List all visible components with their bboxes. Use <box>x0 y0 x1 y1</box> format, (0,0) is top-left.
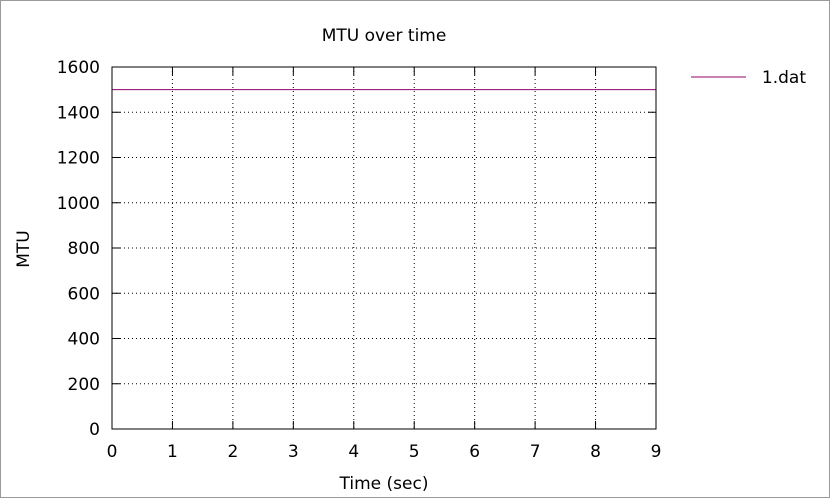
y-tick-label: 1600 <box>57 58 100 78</box>
y-tick-label: 600 <box>68 284 100 304</box>
x-tick-label: 0 <box>107 442 118 462</box>
y-tick-label: 400 <box>68 330 100 350</box>
x-tick-label: 3 <box>288 442 299 462</box>
x-axis-label: Time (sec) <box>339 474 429 494</box>
x-tick-label: 5 <box>409 442 420 462</box>
x-tick-label: 2 <box>227 442 238 462</box>
x-tick-label: 1 <box>167 442 178 462</box>
y-tick-label: 0 <box>89 420 100 440</box>
x-tick-label: 7 <box>530 442 541 462</box>
x-tick-label: 9 <box>651 442 662 462</box>
x-tick-label: 6 <box>469 442 480 462</box>
grid-lines <box>112 67 656 429</box>
y-axis-label: MTU <box>14 230 34 268</box>
x-tick-label: 4 <box>348 442 359 462</box>
y-tick-label: 1200 <box>57 149 100 169</box>
y-tick-label: 1400 <box>57 103 100 123</box>
y-tick-label: 200 <box>68 375 100 395</box>
plot-border <box>111 66 657 430</box>
legend: 1.dat <box>691 68 806 88</box>
legend-label: 1.dat <box>762 68 806 88</box>
chart-title: MTU over time <box>322 26 447 46</box>
axis-ticks: 0 1 2 3 4 5 6 7 8 9 0 200 400 600 800 1000 1200 1400 1600 <box>57 58 662 462</box>
x-tick-label: 8 <box>590 442 601 462</box>
y-tick-label: 1000 <box>57 194 100 214</box>
y-tick-label: 800 <box>68 239 100 259</box>
